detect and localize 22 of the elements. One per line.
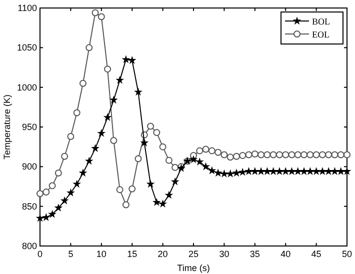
x-tick-label: 35: [250, 249, 260, 259]
legend-label: EOL: [312, 30, 330, 40]
y-tick-label: 1100: [18, 3, 37, 13]
x-tick-label: 15: [127, 249, 138, 259]
x-tick-label: 0: [37, 249, 43, 259]
x-axis-title: Time (s): [177, 263, 210, 273]
y-tick-label: 1050: [16, 42, 37, 53]
x-tick-label: 10: [96, 249, 106, 259]
y-axis-title: Temperature (K): [2, 94, 12, 160]
x-tick-label: 40: [280, 249, 291, 259]
y-tick-label: 900: [22, 162, 37, 172]
y-tick-label: 800: [22, 241, 37, 251]
x-tick-label: 25: [188, 249, 199, 259]
x-tick-label: 20: [158, 249, 168, 259]
legend-label: BOL: [312, 16, 330, 26]
x-tick-label: 5: [68, 249, 74, 259]
y-tick-label: 1000: [16, 82, 37, 92]
y-tick-label: 850: [22, 201, 37, 212]
x-tick-label: 45: [311, 249, 322, 259]
x-tick-label: 50: [342, 249, 352, 259]
x-tick-label: 30: [219, 249, 230, 259]
y-tick-label: 950: [22, 122, 37, 132]
